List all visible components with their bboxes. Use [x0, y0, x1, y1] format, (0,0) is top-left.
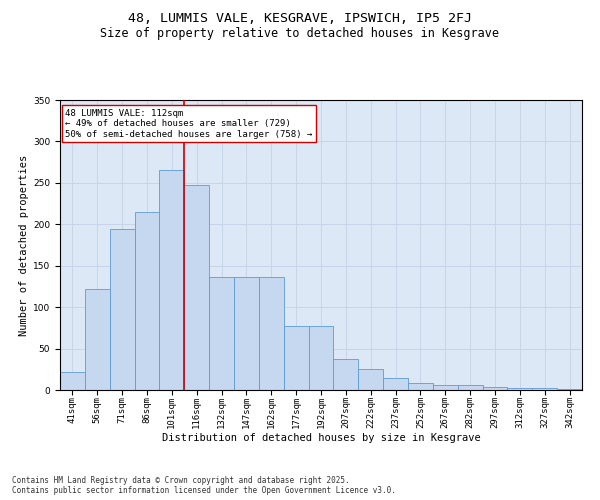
Bar — [160, 170, 184, 390]
Bar — [508, 388, 532, 390]
Bar — [458, 385, 482, 390]
X-axis label: Distribution of detached houses by size in Kesgrave: Distribution of detached houses by size … — [161, 432, 481, 442]
Bar — [482, 386, 508, 390]
Bar — [308, 326, 334, 390]
Text: Size of property relative to detached houses in Kesgrave: Size of property relative to detached ho… — [101, 28, 499, 40]
Bar — [284, 326, 308, 390]
Bar — [209, 278, 234, 390]
Bar — [358, 370, 383, 390]
Bar — [433, 385, 458, 390]
Bar — [60, 372, 85, 390]
Bar — [408, 384, 433, 390]
Bar — [234, 278, 259, 390]
Bar — [557, 389, 582, 390]
Bar — [85, 289, 110, 390]
Y-axis label: Number of detached properties: Number of detached properties — [19, 154, 29, 336]
Bar — [110, 230, 134, 390]
Bar — [134, 212, 160, 390]
Bar — [383, 378, 408, 390]
Bar — [184, 184, 209, 390]
Bar — [532, 388, 557, 390]
Bar — [334, 358, 358, 390]
Bar — [259, 278, 284, 390]
Text: Contains HM Land Registry data © Crown copyright and database right 2025.
Contai: Contains HM Land Registry data © Crown c… — [12, 476, 396, 495]
Text: 48, LUMMIS VALE, KESGRAVE, IPSWICH, IP5 2FJ: 48, LUMMIS VALE, KESGRAVE, IPSWICH, IP5 … — [128, 12, 472, 26]
Text: 48 LUMMIS VALE: 112sqm
← 49% of detached houses are smaller (729)
50% of semi-de: 48 LUMMIS VALE: 112sqm ← 49% of detached… — [65, 108, 313, 138]
